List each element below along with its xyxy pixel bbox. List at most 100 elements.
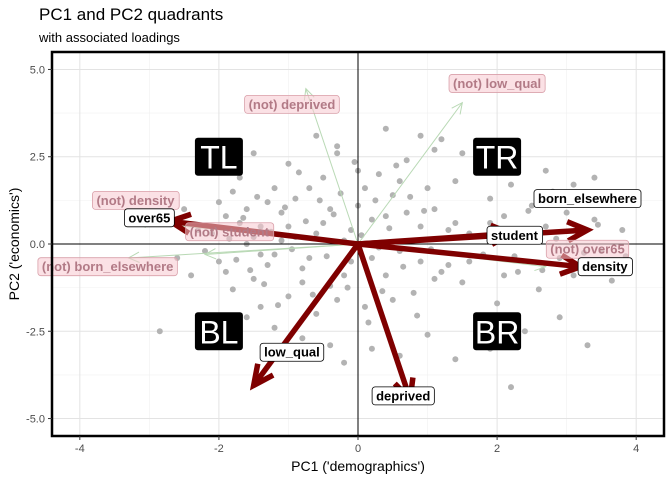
data-point — [375, 171, 382, 178]
data-point — [591, 216, 598, 223]
data-point — [254, 193, 261, 200]
data-point — [431, 146, 438, 153]
data-point — [316, 197, 323, 204]
svg-text:(not) over65: (not) over65 — [550, 242, 624, 257]
loading-label: student — [486, 225, 544, 245]
data-point — [438, 136, 445, 143]
data-point — [261, 281, 268, 288]
data-point — [327, 342, 334, 349]
data-point — [452, 178, 459, 185]
data-point — [236, 174, 243, 181]
data-point — [243, 206, 250, 213]
data-point — [382, 272, 389, 279]
data-point — [501, 272, 508, 279]
loading-arrow — [357, 219, 594, 247]
data-point — [341, 359, 348, 366]
svg-text:(not) deprived: (not) deprived — [249, 97, 336, 112]
data-point — [257, 303, 264, 310]
data-point — [563, 209, 570, 216]
data-point — [452, 356, 459, 363]
data-point — [233, 256, 240, 263]
data-point — [438, 268, 445, 275]
data-point — [271, 251, 278, 258]
data-point — [215, 199, 222, 206]
data-point — [264, 261, 271, 268]
data-point — [344, 284, 351, 291]
data-point — [389, 192, 396, 199]
data-point — [288, 246, 295, 253]
data-point — [278, 209, 285, 216]
negated-loading-label: (not) over65 — [545, 239, 630, 259]
negated-loading-label: (not) low_qual — [448, 74, 546, 93]
data-point — [400, 263, 407, 270]
svg-text:BL: BL — [199, 314, 238, 350]
y-tick-label: -5.0 — [26, 414, 45, 426]
data-point — [281, 204, 288, 211]
data-point — [407, 193, 414, 200]
chart-title: PC1 and PC2 quadrants — [39, 5, 224, 24]
svg-text:TR: TR — [476, 140, 519, 176]
chart-subtitle: with associated loadings — [39, 30, 180, 45]
data-point — [292, 195, 299, 202]
data-point — [619, 227, 626, 234]
data-point — [591, 174, 598, 181]
data-point — [514, 268, 521, 275]
data-point — [275, 302, 282, 309]
data-point — [508, 181, 514, 188]
svg-text:(not) born_elsewhere: (not) born_elsewhere — [42, 259, 173, 274]
data-point — [396, 178, 403, 185]
data-point — [494, 300, 501, 307]
data-point — [313, 132, 320, 139]
data-point — [306, 185, 313, 192]
data-point — [382, 125, 389, 132]
loading-label: over65 — [124, 208, 175, 228]
y-axis-title: PC2 ('economics') — [6, 188, 22, 301]
svg-text:student: student — [491, 228, 539, 243]
data-point — [459, 150, 466, 157]
data-point — [330, 211, 337, 218]
quadrant-label-br: BR — [473, 312, 522, 351]
svg-text:over65: over65 — [128, 210, 170, 225]
data-point — [243, 314, 250, 321]
data-point — [535, 286, 542, 293]
data-point — [250, 150, 257, 157]
axis-ticks: -4 -2 0 2 4 -5.0 -2.5 0.0 2.5 5.0 — [26, 64, 639, 455]
data-point — [556, 314, 563, 321]
data-point — [403, 157, 410, 164]
loading-label: density — [577, 257, 633, 277]
svg-text:(not) density: (not) density — [96, 193, 175, 208]
data-point — [445, 227, 452, 234]
data-point — [431, 275, 438, 282]
data-point — [421, 207, 428, 214]
data-point — [302, 218, 309, 225]
data-point — [368, 254, 375, 261]
loading-label: deprived — [371, 386, 435, 406]
data-point — [181, 206, 188, 213]
x-tick-label: 0 — [355, 443, 361, 455]
loading-label: born_elsewhere — [533, 189, 642, 209]
data-point — [501, 213, 508, 220]
data-point — [466, 258, 473, 265]
data-point — [299, 279, 306, 286]
data-point — [417, 223, 424, 230]
data-point — [452, 220, 459, 227]
svg-text:low_qual: low_qual — [264, 345, 320, 360]
x-tick-label: 2 — [494, 443, 500, 455]
data-point — [570, 181, 577, 188]
loading-label: low_qual — [259, 342, 325, 362]
svg-text:BR: BR — [475, 314, 519, 350]
data-point — [379, 288, 386, 295]
data-point — [264, 199, 271, 206]
data-point — [368, 216, 375, 223]
svg-text:deprived: deprived — [376, 388, 430, 403]
data-point — [417, 132, 424, 139]
negated-loading-arrow — [357, 101, 464, 245]
data-point — [528, 202, 535, 209]
data-point — [570, 272, 577, 279]
data-point — [393, 162, 400, 169]
data-point — [306, 254, 313, 261]
negated-loading-label: (not) born_elsewhere — [37, 257, 178, 277]
data-point — [202, 247, 208, 254]
negated-loading-label: (not) deprived — [244, 94, 340, 114]
data-point — [351, 158, 358, 165]
